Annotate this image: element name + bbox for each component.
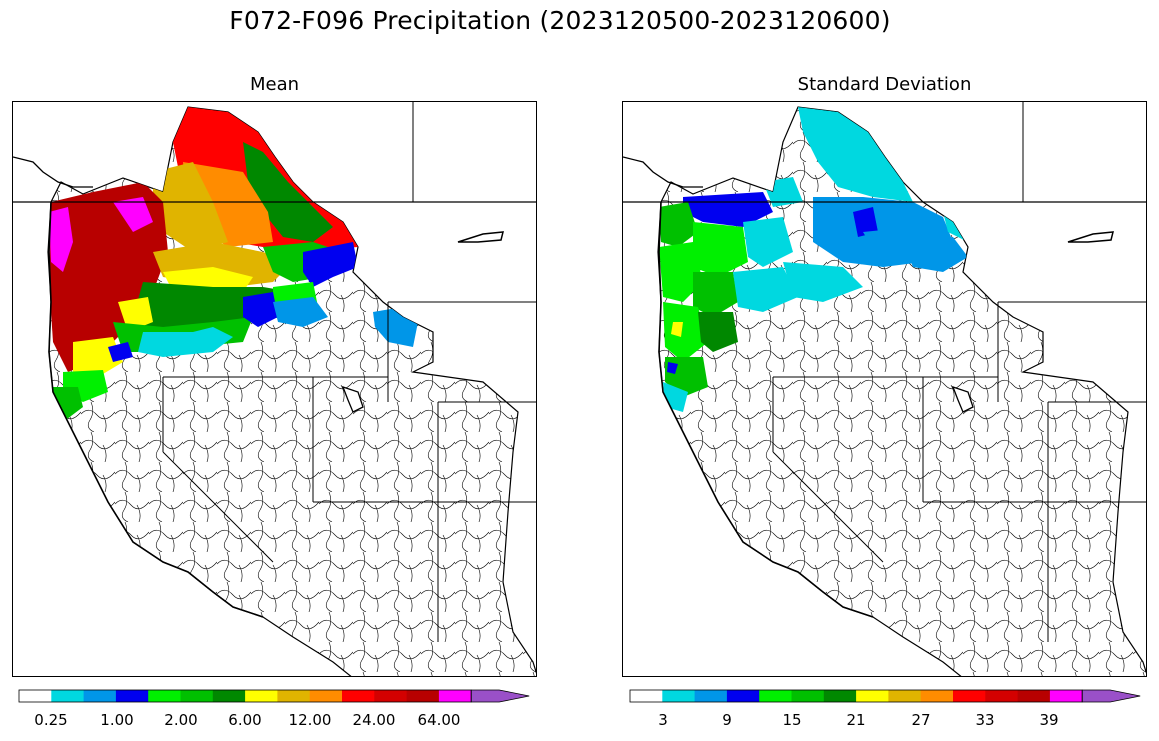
colorbar-segment (726, 690, 760, 702)
colorbar-segment (823, 690, 857, 702)
colorbar-tick-label: 24.00 (352, 711, 396, 729)
colorbar-tick-label: 64.00 (417, 711, 461, 729)
colorbar-segment (953, 690, 986, 702)
colorbar-tick-label: 12.00 (288, 711, 332, 729)
colorbar-segment (180, 690, 214, 702)
colorbar-segment (759, 690, 792, 702)
colorbar-segment (438, 690, 472, 702)
colorbar-segment (19, 690, 52, 702)
colorbar-segment (406, 690, 440, 702)
colorbar-segment (374, 690, 407, 702)
colorbar-segment (920, 690, 954, 702)
colorbar-segment (277, 690, 311, 702)
colorbar-tick-label: 33 (975, 711, 995, 729)
colorbar-extend-arrow (1081, 689, 1141, 703)
colorbar-tick-label: 0.25 (34, 711, 68, 729)
colorbar-segment (791, 690, 825, 702)
colorbar-segment (856, 690, 889, 702)
colorbar-stddev (629, 689, 1141, 703)
panel-title-mean: Mean (249, 74, 300, 95)
colorbar-extend-arrow (470, 689, 530, 703)
colorbar-segment (694, 690, 728, 702)
map-stddev (622, 101, 1147, 677)
colorbar-tick-label: 6.00 (228, 711, 262, 729)
colorbar-segment (1017, 690, 1051, 702)
colorbar-mean-strip (18, 689, 530, 703)
colorbar-segment (662, 690, 695, 702)
figure-title: F072-F096 Precipitation (2023120500-2023… (229, 6, 891, 35)
colorbar-tick-label: 39 (1039, 711, 1059, 729)
colorbar-segment (148, 690, 181, 702)
colorbar-tick-label: 9 (722, 711, 732, 729)
colorbar-tick-label: 27 (911, 711, 931, 729)
colorbar-tick-label: 1.00 (100, 711, 134, 729)
colorbar-segment (212, 690, 246, 702)
map-mean (12, 101, 537, 677)
colorbar-tick-label: 15 (782, 711, 802, 729)
colorbar-border (629, 689, 1083, 703)
colorbar-segment (1049, 690, 1083, 702)
colorbar-segment (115, 690, 149, 702)
colorbar-tick-label: 2.00 (164, 711, 198, 729)
colorbar-segment (309, 690, 343, 702)
colorbar-tick-label: 21 (846, 711, 866, 729)
colorbar-segment (630, 690, 663, 702)
colorbar-segment (83, 690, 117, 702)
panel-title-stddev: Standard Deviation (797, 74, 972, 95)
colorbar-segment (985, 690, 1018, 702)
colorbar-segment (245, 690, 278, 702)
colorbar-stddev-strip (629, 689, 1141, 703)
colorbar-border (18, 689, 472, 703)
colorbar-segment (888, 690, 922, 702)
colorbar-segment (342, 690, 375, 702)
colorbar-mean (18, 689, 530, 703)
colorbar-tick-label: 3 (658, 711, 668, 729)
colorbar-segment (51, 690, 84, 702)
